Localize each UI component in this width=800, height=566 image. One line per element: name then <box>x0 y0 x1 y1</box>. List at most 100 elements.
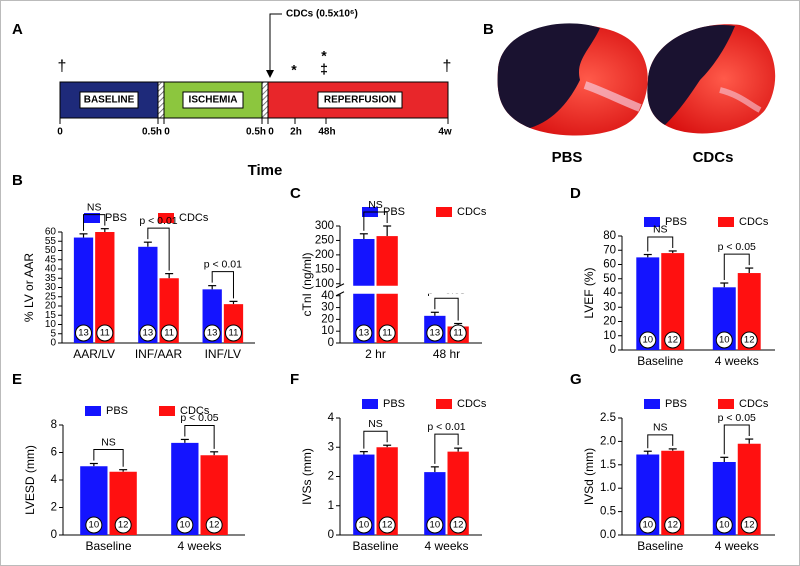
y-tick-label: 20 <box>321 313 334 325</box>
significance-label: NS <box>101 436 116 448</box>
x-tick-label: Baseline <box>352 539 398 553</box>
y-tick-label: 300 <box>315 220 334 232</box>
y-tick-label: 0 <box>610 344 616 356</box>
n-circle <box>449 324 467 342</box>
y-tick-label: 2 <box>51 502 57 514</box>
legend-swatch <box>436 207 452 217</box>
y-tick-label: 0 <box>328 529 334 541</box>
x-tick-label: 4 weeks <box>177 539 221 553</box>
n-circle <box>75 324 93 342</box>
x-tick-label: Baseline <box>85 539 131 553</box>
n-circle <box>740 331 758 349</box>
y-tick-label: 15 <box>45 310 57 321</box>
bar <box>661 450 685 535</box>
bar <box>661 253 685 350</box>
n-label: 10 <box>180 520 191 531</box>
baseline-segment <box>59 81 159 119</box>
segment-label: ISCHEMIA <box>189 95 238 106</box>
y-tick-label: 40 <box>321 290 334 302</box>
y-axis-title: % LV or AAR <box>22 253 36 322</box>
y-tick-label: 40 <box>45 264 57 275</box>
n-label: 11 <box>453 328 463 339</box>
n-circle <box>715 516 733 534</box>
bar <box>95 232 115 343</box>
y-tick-label: 0 <box>50 338 56 349</box>
timeline-ticks <box>59 118 449 124</box>
n-label: 13 <box>143 328 154 339</box>
significance-label: p < 0.05 <box>718 412 756 424</box>
legend-label: CDCs <box>180 405 210 417</box>
bar <box>138 246 158 343</box>
y-tick-label: 0.0 <box>600 529 616 541</box>
n-circle <box>355 516 373 534</box>
heart-image-pbs <box>497 23 648 136</box>
panel-label: F <box>290 371 299 388</box>
n-circle <box>426 324 444 342</box>
n-label: 11 <box>382 328 392 339</box>
marker: † <box>443 58 452 75</box>
y-tick-label: 0.5 <box>600 506 616 518</box>
n-label: 12 <box>382 520 393 531</box>
y-tick-label: 200 <box>315 249 334 261</box>
n-label: 12 <box>667 335 678 346</box>
legend-label: PBS <box>665 216 687 228</box>
n-label: 11 <box>100 328 110 339</box>
n-label: 11 <box>229 328 239 339</box>
axis-title: Time <box>248 162 283 179</box>
legend-label: CDCs <box>457 206 487 218</box>
n-label: 12 <box>744 335 755 346</box>
significance-bracket <box>363 430 388 449</box>
n-circle <box>715 331 733 349</box>
hatch <box>261 81 269 119</box>
n-label: 10 <box>642 335 653 346</box>
x-tick-label: 48 hr <box>433 347 460 361</box>
heart-image-cdcs <box>647 24 776 134</box>
panel-label: D <box>570 185 581 202</box>
n-circle <box>639 331 657 349</box>
y-tick-label: 1.5 <box>600 459 616 471</box>
bar <box>353 454 375 535</box>
segment-box <box>79 91 139 109</box>
n-label: 10 <box>89 520 100 531</box>
y-tick-label: 1 <box>328 500 334 512</box>
time-label: 0 <box>57 127 63 138</box>
y-tick-label: 2.5 <box>600 412 616 424</box>
legend-swatch <box>84 213 100 223</box>
y-tick-label: 10 <box>321 325 334 337</box>
time-label: 0 <box>164 127 170 138</box>
significance-bracket <box>147 227 170 271</box>
y-tick-label: 2 <box>328 471 334 483</box>
bar <box>73 237 94 343</box>
x-tick-label: 4 weeks <box>715 539 759 553</box>
significance-bracket <box>83 214 106 231</box>
y-tick-label: 3 <box>328 441 334 453</box>
y-tick-label: 100 <box>315 278 334 290</box>
n-label: 12 <box>118 520 129 531</box>
y-tick-label: 70 <box>603 244 616 256</box>
y-tick-label: 45 <box>45 254 57 265</box>
y-tick-label: 1.0 <box>600 482 616 494</box>
n-label: 12 <box>209 520 220 531</box>
n-circle <box>449 516 467 534</box>
x-tick-label: INF/LV <box>205 347 241 361</box>
n-circle <box>176 516 194 534</box>
legend-swatch <box>158 213 174 223</box>
legend-swatch <box>644 399 660 409</box>
y-axis-title: LVEF (%) <box>582 267 596 318</box>
y-tick-label: 30 <box>321 302 334 314</box>
y-tick-label: 20 <box>45 301 57 312</box>
n-circle <box>378 324 396 342</box>
significance-bracket <box>647 434 674 449</box>
n-circle <box>664 331 682 349</box>
y-tick-label: 20 <box>603 316 616 328</box>
significance-label: NS <box>653 422 668 434</box>
n-label: 12 <box>667 520 678 531</box>
n-label: 10 <box>642 520 653 531</box>
n-label: 10 <box>430 520 441 531</box>
y-tick-label: 4 <box>328 412 335 424</box>
panel-label: B <box>12 172 23 189</box>
y-axis-title: IVSs (mm) <box>300 448 314 505</box>
marker: * <box>321 48 327 64</box>
